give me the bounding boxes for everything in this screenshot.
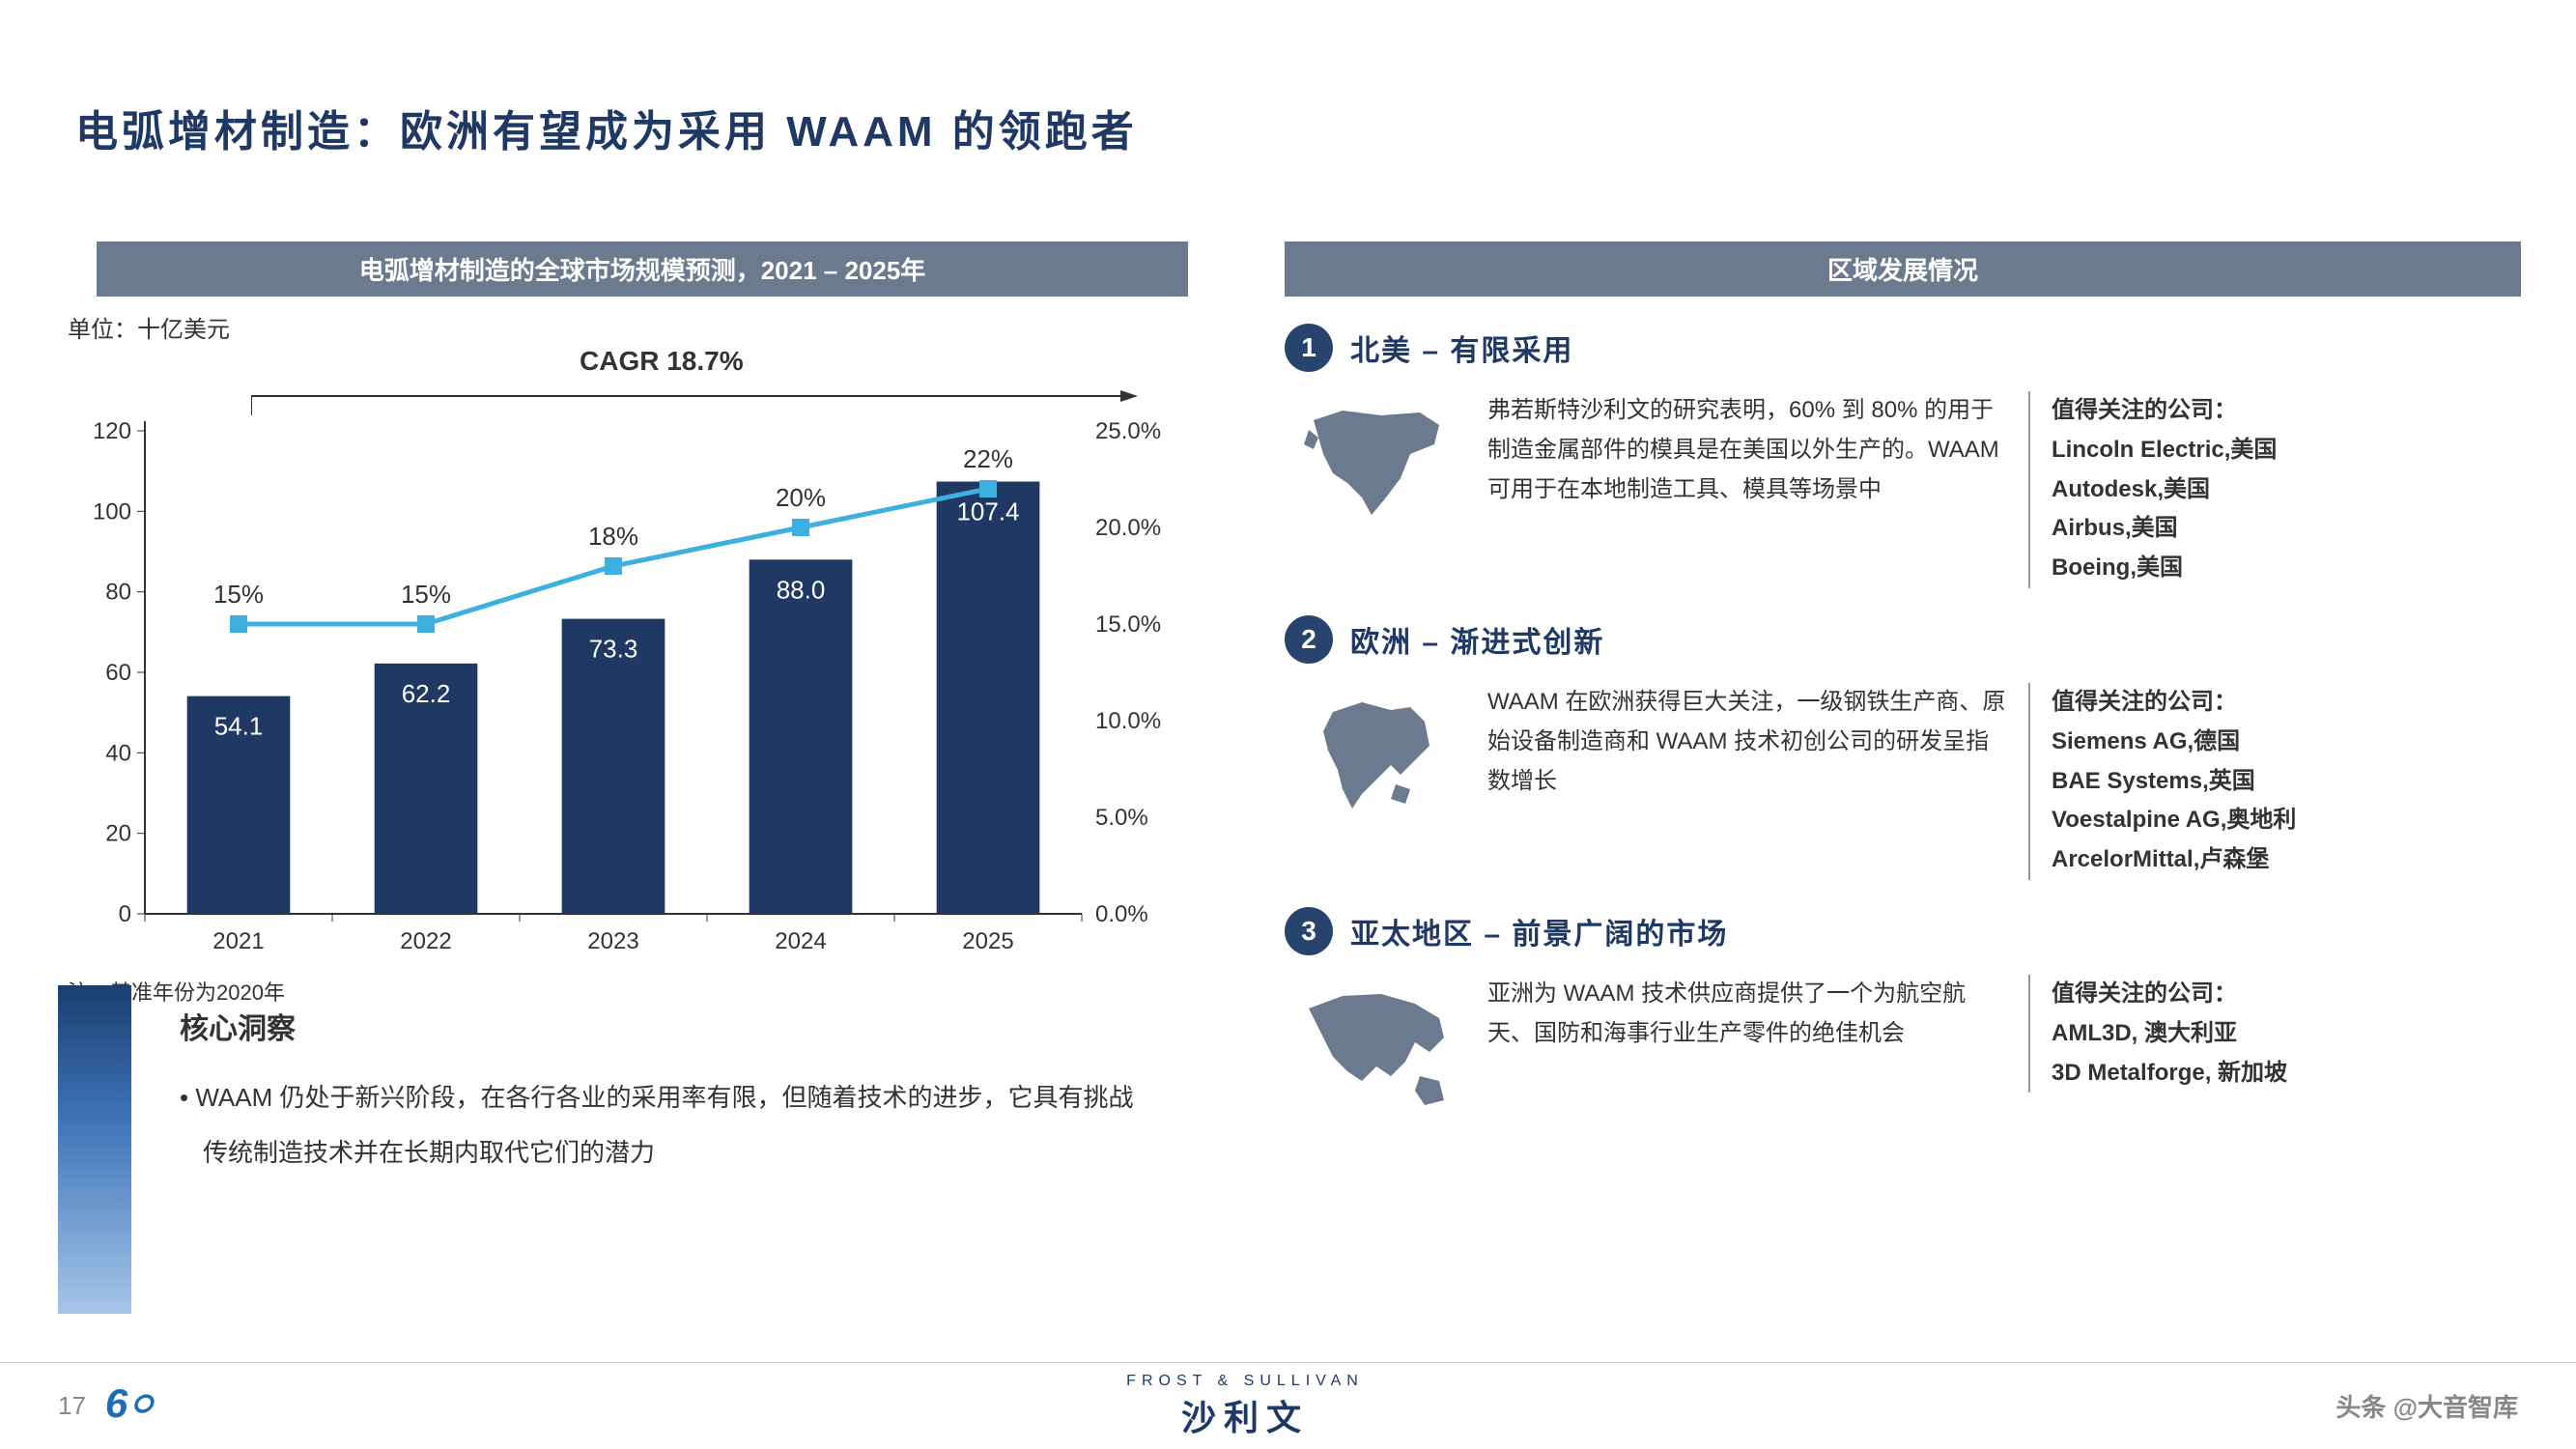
region-text: 亚洲为 WAAM 技术供应商提供了一个为航空航天、国防和海事行业生产零件的绝佳机… <box>1487 975 2009 1054</box>
svg-text:88.0: 88.0 <box>777 575 826 604</box>
insight-content: 核心洞察 • WAAM 仍处于新兴阶段，在各行各业的采用率有限，但随着技术的进步… <box>131 985 1194 1314</box>
footer-center: FROST & SULLIVAN 沙利文 <box>155 1373 2336 1440</box>
svg-text:100: 100 <box>93 498 131 525</box>
region-number: 1 <box>1285 324 1333 372</box>
page-number: 17 <box>58 1391 86 1421</box>
region-map-icon <box>1285 975 1468 1120</box>
region-body: 亚洲为 WAAM 技术供应商提供了一个为航空航天、国防和海事行业生产零件的绝佳机… <box>1285 975 2521 1120</box>
svg-text:40: 40 <box>105 740 131 766</box>
bar-line-chart: 0204060801001200.0%5.0%10.0%15.0%20.0%25… <box>58 354 1188 972</box>
right-panel: 区域发展情况 1 北美 – 有限采用弗若斯特沙利文的研究表明，60% 到 80% … <box>1285 242 2521 1120</box>
footer-fs: FROST & SULLIVAN <box>155 1373 2336 1390</box>
page-title: 电弧增材制造：欧洲有望成为采用 WAAM 的领跑者 <box>75 97 1138 158</box>
region-companies: 值得关注的公司：AML3D, 澳大利亚3D Metalforge, 新加坡 <box>2028 975 2521 1093</box>
svg-text:80: 80 <box>105 580 131 606</box>
region-text: 弗若斯特沙利文的研究表明，60% 到 80% 的用于制造金属部件的模具是在美国以… <box>1487 391 2009 509</box>
svg-text:0.0%: 0.0% <box>1095 901 1148 927</box>
footer-left: 17 6০ <box>58 1372 155 1440</box>
region-body: WAAM 在欧洲获得巨大关注，一级钢铁生产商、原始设备制造商和 WAAM 技术初… <box>1285 683 2521 880</box>
footer-cn: 沙利文 <box>155 1390 2336 1440</box>
region-name: 亚太地区 – 前景广阔的市场 <box>1350 910 1728 952</box>
svg-text:62.2: 62.2 <box>402 679 451 708</box>
insight-text: • WAAM 仍处于新兴阶段，在各行各业的采用率有限，但随着技术的进步，它具有挑… <box>180 1070 1155 1180</box>
region-text: WAAM 在欧洲获得巨大关注，一级钢铁生产商、原始设备制造商和 WAAM 技术初… <box>1487 683 2009 801</box>
region-name: 欧洲 – 渐进式创新 <box>1350 618 1604 661</box>
svg-text:2025: 2025 <box>962 928 1013 954</box>
region-header: 1 北美 – 有限采用 <box>1285 324 2521 372</box>
region-title-bar: 区域发展情况 <box>1285 242 2521 297</box>
svg-text:20.0%: 20.0% <box>1095 515 1161 541</box>
region-map-icon <box>1285 683 1468 828</box>
svg-text:20: 20 <box>105 821 131 847</box>
svg-text:2024: 2024 <box>775 928 826 954</box>
region-number: 2 <box>1285 615 1333 664</box>
chart-wrap: CAGR 18.7% 0204060801001200.0%5.0%10.0%1… <box>58 354 1188 972</box>
logo-60: 6০ <box>105 1372 155 1440</box>
svg-text:54.1: 54.1 <box>214 712 264 741</box>
svg-text:5.0%: 5.0% <box>1095 805 1148 831</box>
region-body: 弗若斯特沙利文的研究表明，60% 到 80% 的用于制造金属部件的模具是在美国以… <box>1285 391 2521 588</box>
regions-container: 1 北美 – 有限采用弗若斯特沙利文的研究表明，60% 到 80% 的用于制造金属… <box>1285 324 2521 1120</box>
region-name: 北美 – 有限采用 <box>1350 327 1573 369</box>
footer: 17 6০ FROST & SULLIVAN 沙利文 头条 @大音智库 <box>0 1362 2576 1449</box>
svg-text:22%: 22% <box>963 444 1013 473</box>
svg-text:15%: 15% <box>213 580 264 609</box>
chart-title-bar: 电弧增材制造的全球市场规模预测，2021 – 2025年 <box>97 242 1188 297</box>
region-block: 2 欧洲 – 渐进式创新 WAAM 在欧洲获得巨大关注，一级钢铁生产商、原始设备制造… <box>1285 615 2521 880</box>
region-block: 1 北美 – 有限采用弗若斯特沙利文的研究表明，60% 到 80% 的用于制造金属… <box>1285 324 2521 588</box>
chart-unit: 单位：十亿美元 <box>68 310 1217 344</box>
svg-text:2021: 2021 <box>212 928 264 954</box>
region-header: 2 欧洲 – 渐进式创新 <box>1285 615 2521 664</box>
svg-text:0: 0 <box>119 901 131 927</box>
svg-text:60: 60 <box>105 660 131 686</box>
insight-gradient-bar <box>58 985 131 1314</box>
svg-text:107.4: 107.4 <box>956 497 1019 526</box>
region-number: 3 <box>1285 907 1333 955</box>
left-panel: 电弧增材制造的全球市场规模预测，2021 – 2025年 单位：十亿美元 CAG… <box>58 242 1217 1007</box>
svg-text:120: 120 <box>93 418 131 444</box>
svg-text:15.0%: 15.0% <box>1095 611 1161 638</box>
insight-title: 核心洞察 <box>180 1005 1155 1047</box>
svg-text:2022: 2022 <box>400 928 451 954</box>
region-companies: 值得关注的公司：Siemens AG,德国BAE Systems,英国Voest… <box>2028 683 2521 880</box>
svg-text:15%: 15% <box>401 580 451 609</box>
svg-text:18%: 18% <box>588 522 638 551</box>
svg-text:20%: 20% <box>776 483 826 512</box>
cagr-label: CAGR 18.7% <box>580 346 744 377</box>
cagr-arrow <box>251 386 1140 425</box>
region-block: 3 亚太地区 – 前景广阔的市场亚洲为 WAAM 技术供应商提供了一个为航空航天、… <box>1285 907 2521 1120</box>
region-companies: 值得关注的公司：Lincoln Electric,美国Autodesk,美国Ai… <box>2028 391 2521 588</box>
region-map-icon <box>1285 391 1468 526</box>
svg-text:73.3: 73.3 <box>589 635 638 664</box>
svg-text:2023: 2023 <box>587 928 638 954</box>
footer-watermark: 头条 @大音智库 <box>2335 1388 2518 1424</box>
svg-text:10.0%: 10.0% <box>1095 708 1161 734</box>
region-header: 3 亚太地区 – 前景广阔的市场 <box>1285 907 2521 955</box>
insight-box: 核心洞察 • WAAM 仍处于新兴阶段，在各行各业的采用率有限，但随着技术的进步… <box>58 985 1217 1314</box>
